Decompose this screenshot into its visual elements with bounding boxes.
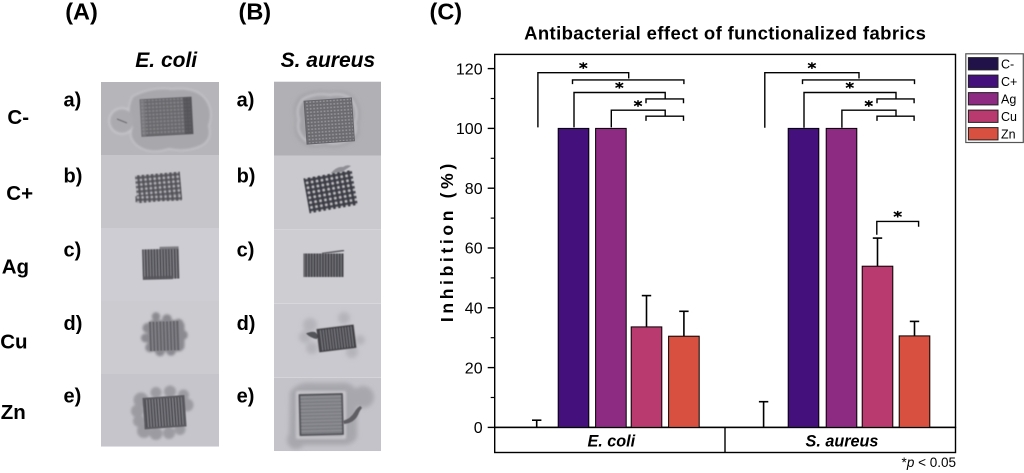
svg-text:c): c) xyxy=(64,239,82,261)
svg-text:C-: C- xyxy=(1001,57,1014,71)
svg-text:a): a) xyxy=(64,90,82,112)
svg-text:Zn: Zn xyxy=(1001,127,1016,141)
svg-text:C+: C+ xyxy=(6,182,33,205)
svg-text:c): c) xyxy=(237,239,255,261)
svg-text:d): d) xyxy=(64,313,83,335)
svg-text:(A): (A) xyxy=(65,0,98,25)
svg-text:Inhibition (%): Inhibition (%) xyxy=(437,164,457,322)
svg-text:Ag: Ag xyxy=(2,255,29,278)
svg-text:100: 100 xyxy=(456,121,483,138)
svg-text:0: 0 xyxy=(474,420,483,437)
svg-text:S. aureus: S. aureus xyxy=(806,432,879,450)
svg-text:E. coli: E. coli xyxy=(135,49,198,72)
svg-text:*p < 0.05: *p < 0.05 xyxy=(902,455,956,470)
svg-text:a): a) xyxy=(237,90,255,112)
svg-text:20: 20 xyxy=(465,360,483,377)
svg-text:e): e) xyxy=(237,385,255,407)
svg-text:b): b) xyxy=(237,166,256,188)
svg-text:Zn: Zn xyxy=(1,401,26,424)
svg-text:Antibacterial effect of functi: Antibacterial effect of functionalized f… xyxy=(524,22,926,43)
svg-text:120: 120 xyxy=(456,61,483,78)
svg-text:d): d) xyxy=(237,313,256,335)
svg-text:Cu: Cu xyxy=(0,330,27,353)
svg-text:60: 60 xyxy=(465,241,483,258)
svg-text:C-: C- xyxy=(7,106,29,129)
svg-text:C+: C+ xyxy=(1001,75,1017,89)
svg-text:80: 80 xyxy=(465,181,483,198)
svg-text:Cu: Cu xyxy=(1001,110,1017,124)
svg-text:(C): (C) xyxy=(430,0,463,25)
svg-text:S. aureus: S. aureus xyxy=(281,49,376,72)
svg-text:b): b) xyxy=(64,166,83,188)
svg-text:40: 40 xyxy=(465,301,483,318)
svg-text:Ag: Ag xyxy=(1001,92,1016,106)
svg-text:e): e) xyxy=(64,385,82,407)
svg-text:E. coli: E. coli xyxy=(587,432,635,450)
svg-text:(B): (B) xyxy=(239,0,272,25)
